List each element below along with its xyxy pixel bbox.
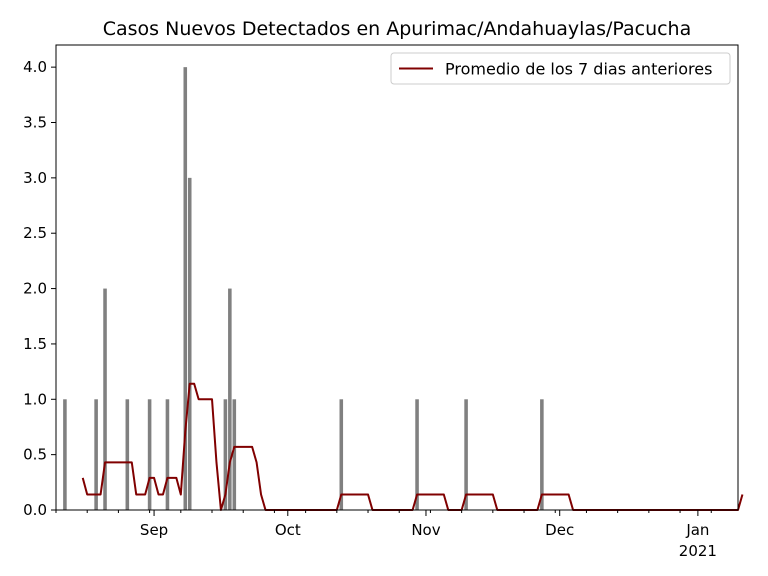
x-tick-sublabel: 2021	[679, 542, 717, 560]
chart-title: Casos Nuevos Detectados en Apurimac/Anda…	[103, 18, 692, 40]
y-tick-label: 2.0	[23, 280, 47, 298]
bar	[94, 399, 98, 510]
y-tick-label: 4.0	[23, 58, 47, 76]
bar	[228, 288, 232, 510]
x-tick-label: Jan	[685, 521, 709, 539]
bar	[183, 67, 188, 511]
bar	[187, 177, 192, 510]
y-tick-label: 0.5	[23, 446, 47, 464]
y-tick-label: 3.5	[23, 114, 47, 132]
bar	[223, 399, 228, 510]
bar-series	[63, 67, 544, 511]
x-tick-label: Nov	[411, 521, 440, 539]
legend-box	[390, 52, 731, 85]
bar	[63, 399, 67, 510]
bar	[232, 399, 237, 510]
y-axis: 0.0 0.5 1.0 1.5 2.0 2.5 3.0 3.5 4.0	[23, 58, 56, 519]
y-tick-label: 2.5	[23, 224, 47, 242]
bar	[147, 399, 152, 510]
bar	[125, 399, 130, 510]
x-tick-label: Dec	[545, 521, 574, 539]
y-tick-label: 1.5	[23, 335, 47, 353]
x-tick-label: Oct	[275, 521, 301, 539]
legend-label: Promedio de los 7 dias anteriores	[445, 60, 712, 79]
bar	[415, 399, 419, 510]
bar	[165, 399, 170, 510]
line-series	[81, 382, 744, 511]
x-axis: Sep Oct Nov Dec Jan 2021	[55, 510, 717, 560]
x-tick-label: Sep	[140, 521, 168, 539]
bar	[103, 288, 107, 510]
y-tick-label: 3.0	[23, 169, 47, 187]
bar	[464, 399, 468, 510]
y-tick-label: 0.0	[23, 501, 47, 519]
legend: Promedio de los 7 dias anteriores	[390, 52, 731, 85]
bar	[540, 399, 544, 510]
y-tick-label: 1.0	[23, 390, 47, 408]
bar	[339, 399, 344, 510]
plot-frame	[55, 44, 739, 511]
series-line	[81, 382, 744, 511]
